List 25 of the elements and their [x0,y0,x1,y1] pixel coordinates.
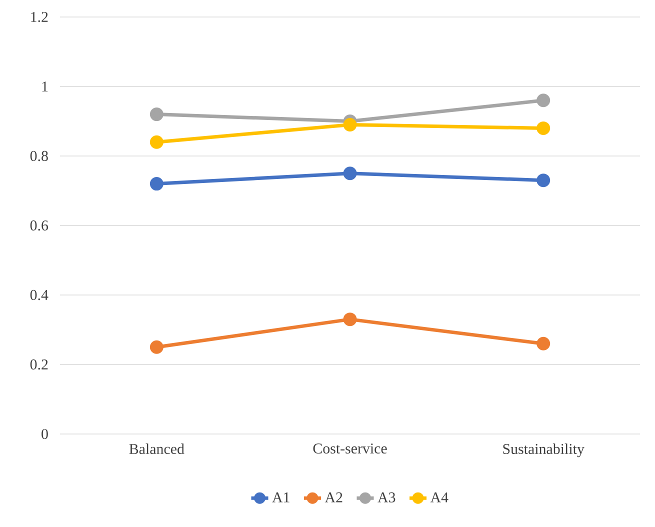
point [536,94,550,108]
x-tick-label: Sustainability [503,444,584,458]
y-tick-label: 0.8 [30,150,48,162]
point [150,177,164,191]
point [150,135,164,149]
legend-label: A1 [272,492,290,502]
y-tick-label: 0 [42,428,48,440]
point [536,121,550,135]
x-tick-label: Balanced [129,444,184,454]
y-tick-label: 1 [42,82,48,92]
point [536,336,550,350]
point [150,340,164,354]
y-tick-label: 1.2 [31,12,48,22]
point [343,118,357,132]
y-tick-label: 0.2 [30,359,48,370]
legend-label: A3 [378,492,396,502]
point [343,166,357,180]
legend-label: A2 [324,492,342,502]
y-tick-label: 0.4 [30,290,48,300]
legend-label: A4 [430,492,448,502]
point [343,312,357,326]
x-tick-label: Cost-service [313,444,387,454]
y-tick-label: 0.6 [30,220,48,231]
point [536,174,550,188]
point [150,108,164,122]
